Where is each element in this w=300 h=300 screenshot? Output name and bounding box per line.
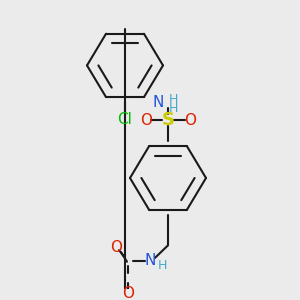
Text: O: O [122, 286, 134, 300]
Text: Cl: Cl [118, 112, 132, 127]
Text: O: O [184, 113, 196, 128]
Text: H: H [168, 93, 178, 106]
Text: N: N [152, 95, 164, 110]
Text: O: O [140, 113, 152, 128]
Text: N: N [144, 253, 156, 268]
Text: H: H [157, 259, 167, 272]
Text: O: O [110, 240, 122, 255]
Text: S: S [161, 111, 175, 129]
Text: H: H [168, 102, 178, 115]
